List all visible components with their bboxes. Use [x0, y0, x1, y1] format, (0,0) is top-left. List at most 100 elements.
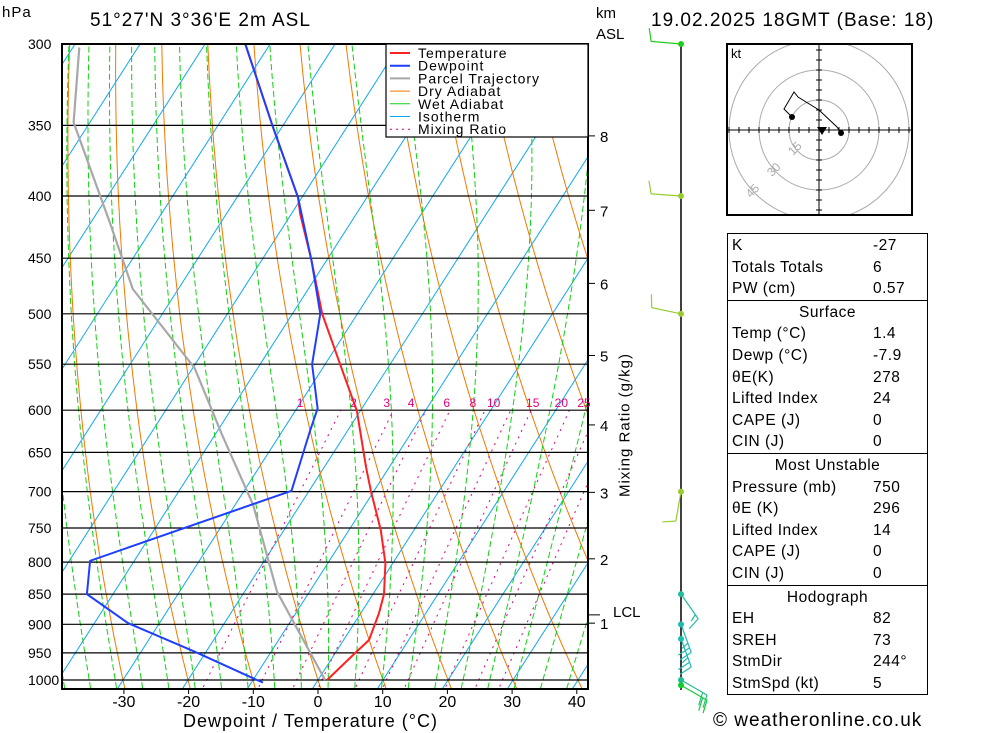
pressure-tick-label: 700 — [28, 484, 52, 500]
km-tick-label: 2 — [600, 552, 608, 569]
wet-adiabat-line — [235, 44, 302, 689]
wind-barb-staff — [651, 193, 682, 197]
x-tick-label: 10 — [374, 694, 392, 711]
location-title: 51°27'N 3°36'E 2m ASL — [90, 10, 311, 31]
legend-label: Parcel Trajectory — [418, 70, 540, 86]
wet-adiabat-line — [87, 44, 144, 689]
index-label: Dewp (°C) — [732, 346, 809, 364]
wind-barb-feather — [698, 692, 704, 706]
index-value: 244° — [873, 653, 908, 671]
index-row: Temp (°C) 1.4 — [728, 323, 927, 345]
plot-frame — [61, 43, 589, 690]
wind-barb — [662, 488, 684, 523]
wind-level-dot — [678, 41, 684, 47]
wind-barb — [678, 621, 692, 661]
index-row: Lifted Index 24 — [728, 388, 927, 410]
index-label: K — [732, 237, 743, 254]
mixing-ratio-line — [201, 409, 342, 689]
wet-adiabat-line — [109, 44, 170, 689]
isotherm-line — [62, 44, 206, 269]
mixing-ratio-line — [354, 409, 486, 689]
km-tick-label: 7 — [600, 203, 608, 220]
index-label: CIN (J) — [732, 433, 785, 451]
x-tick-label: 0 — [314, 694, 323, 711]
index-value: 6 — [873, 258, 883, 276]
wind-level-dot — [678, 591, 684, 598]
wind-barb-feather — [648, 180, 652, 194]
wet-adiabat-line — [66, 44, 118, 689]
indices-table: K -27 Totals Totals 6 PW (cm) 0.57 Surface … — [727, 233, 928, 696]
index-row: CIN (J) 0 — [728, 431, 927, 453]
wind-barb-feather — [648, 28, 652, 42]
legend-label: Isotherm — [418, 109, 480, 125]
wind-level-dot — [678, 677, 684, 683]
index-row: CAPE (J) 0 — [728, 541, 927, 563]
mixing-ratio-axis-title: Mixing Ratio (g/kg) — [616, 352, 634, 498]
index-label: PW (cm) — [732, 280, 796, 298]
x-tick-label: 30 — [503, 694, 521, 711]
wind-level-dot — [678, 682, 684, 689]
dry-adiabat-line — [207, 44, 322, 689]
storm-motion-marker — [817, 127, 827, 135]
dry-adiabat-line — [483, 44, 588, 416]
index-row: CIN (J) 0 — [728, 563, 927, 585]
index-row: SREH 73 — [728, 630, 927, 652]
dry-adiabat-line — [345, 44, 518, 689]
dry-adiabat-line — [974, 8, 1000, 711]
index-row: Lifted Index 14 — [728, 520, 927, 542]
dry-adiabat-line — [115, 44, 191, 689]
index-value: 0 — [873, 543, 883, 561]
wind-barb — [648, 180, 684, 199]
index-value: 5 — [873, 674, 883, 692]
pressure-tick-label: 550 — [28, 356, 52, 372]
section-title: Hodograph — [786, 588, 869, 606]
dry-adiabat-line — [67, 44, 126, 689]
index-label: θE(K) — [732, 368, 775, 386]
index-row: CAPE (J) 0 — [728, 410, 927, 432]
pressure-tick-label: 950 — [28, 645, 52, 661]
x-tick-label: -30 — [112, 694, 135, 711]
wind-barb — [678, 682, 708, 714]
mixing-ratio-label: 15 — [526, 396, 540, 410]
index-value: -7.9 — [873, 346, 902, 364]
wind-barb — [678, 591, 699, 630]
wind-barb-feather — [679, 666, 692, 675]
mixing-ratio-label: 2 — [350, 396, 357, 410]
index-row: Dewp (°C) -7.9 — [728, 345, 927, 367]
lcl-label: LCL — [613, 604, 641, 621]
index-label: θE (K) — [732, 500, 779, 518]
mixing-ratio-label: 20 — [555, 396, 569, 410]
section-title: Surface — [799, 303, 856, 321]
index-value: -27 — [873, 237, 897, 254]
wind-level-dot — [678, 192, 684, 199]
index-label: SREH — [732, 631, 778, 649]
index-label: CAPE (J) — [732, 543, 801, 561]
wind-barb-feather — [702, 700, 708, 714]
wind-barb-staff — [651, 40, 682, 45]
pressure-tick-label: 750 — [28, 520, 52, 536]
index-label: Totals Totals — [732, 258, 824, 276]
wind-level-dot — [678, 488, 684, 495]
index-value: 73 — [873, 631, 892, 649]
wind-level-dot — [678, 310, 684, 317]
km-tick-label: 6 — [600, 276, 608, 293]
mixing-ratio-line — [257, 409, 394, 689]
index-value: 296 — [873, 500, 901, 518]
index-label: EH — [732, 610, 755, 628]
legend-box — [385, 43, 589, 138]
wind-barb-feather — [681, 642, 689, 649]
hpa-axis-unit: hPa — [2, 4, 32, 21]
dry-adiabat-line — [253, 44, 387, 689]
legend-label: Temperature — [418, 45, 508, 61]
wind-barb-staff — [675, 491, 682, 522]
wet-adiabat-line — [307, 44, 360, 689]
index-row: θE (K) 296 — [728, 498, 927, 520]
dewpoint-line — [85, 44, 322, 684]
datetime-title: 19.02.2025 18GMT (Base: 18) — [651, 10, 935, 31]
km-tick-label: 3 — [600, 485, 608, 502]
hodograph-section: Hodograph EH 82 SREH 73 StmDir 244° StmSpd … — [728, 586, 927, 696]
wet-adiabat-line — [131, 44, 196, 689]
wet-adiabat-line — [178, 44, 249, 689]
